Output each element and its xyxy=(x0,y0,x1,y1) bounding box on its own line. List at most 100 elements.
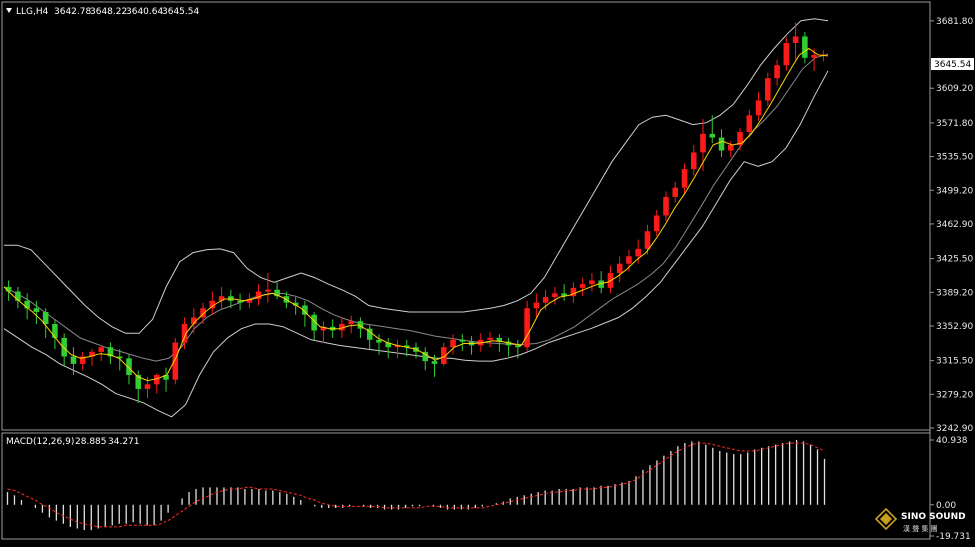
candle xyxy=(24,293,30,320)
candle xyxy=(79,351,86,371)
candle xyxy=(5,280,12,301)
candle-body xyxy=(394,345,401,348)
candle xyxy=(200,302,206,325)
bollinger-upper-line xyxy=(4,18,829,334)
candle-body xyxy=(24,300,30,309)
candle-body xyxy=(524,308,530,348)
candle xyxy=(255,284,262,306)
candle-body xyxy=(487,337,493,340)
candle-body xyxy=(376,339,382,343)
candle-body xyxy=(172,342,179,380)
moving-average-line xyxy=(3,47,829,382)
candle-body xyxy=(163,375,169,380)
moving-average xyxy=(3,47,829,382)
candle-body xyxy=(70,356,77,364)
candle xyxy=(311,311,317,340)
candle-body xyxy=(200,308,206,318)
candle-body xyxy=(653,215,660,232)
candle xyxy=(209,291,216,315)
candle-body xyxy=(515,345,521,348)
candle-body xyxy=(135,375,142,389)
candle-body xyxy=(15,291,21,301)
candle xyxy=(792,22,799,60)
chart-menu-triangle-icon[interactable] xyxy=(6,8,12,13)
candle xyxy=(191,308,197,334)
candle-body xyxy=(274,289,280,297)
candle xyxy=(126,354,132,385)
candle xyxy=(246,293,253,309)
candle-body xyxy=(98,347,104,352)
candle xyxy=(728,141,734,158)
macd-tick-label: 0.00 xyxy=(936,501,956,511)
candle-body xyxy=(107,347,114,357)
candle-body xyxy=(783,42,790,66)
candle xyxy=(783,37,790,71)
candle xyxy=(237,293,243,311)
candle-body xyxy=(552,293,558,298)
candle xyxy=(376,334,382,355)
candle-body xyxy=(209,300,216,309)
candle-body xyxy=(440,347,447,364)
candle xyxy=(718,129,725,158)
candle xyxy=(302,300,308,327)
candle-body xyxy=(700,133,706,153)
macd-tick-label: -19.731 xyxy=(936,532,971,542)
candle-body xyxy=(718,137,725,151)
candle xyxy=(616,256,623,283)
candle xyxy=(107,342,114,364)
candle xyxy=(459,334,466,351)
candle xyxy=(570,282,577,303)
candle xyxy=(61,333,67,366)
price-tick-label: 3462.90 xyxy=(936,220,973,230)
candle-body xyxy=(755,100,762,116)
candle-body xyxy=(153,375,160,385)
candle-body xyxy=(663,196,669,216)
candle-body xyxy=(792,36,799,43)
candle-body xyxy=(348,321,354,325)
price-axis: 3681.80 3609.20 3571.80 3535.50 3499.20 3462.… xyxy=(930,17,973,434)
candle-body xyxy=(450,339,456,348)
candle xyxy=(709,115,716,144)
candle xyxy=(487,332,493,348)
candle xyxy=(172,337,179,385)
candle xyxy=(385,337,392,359)
candle xyxy=(70,347,77,376)
candle-body xyxy=(5,286,12,292)
macd-signal-value: 34.271 xyxy=(108,437,140,447)
macd-signal-path xyxy=(7,442,825,528)
candle xyxy=(774,59,780,86)
candle-body xyxy=(709,133,716,138)
candle-body xyxy=(144,384,151,389)
candle xyxy=(589,273,595,292)
candle-body xyxy=(635,248,641,257)
candle-body xyxy=(339,324,345,331)
candle xyxy=(663,191,669,222)
candle xyxy=(755,92,762,121)
candle xyxy=(579,277,586,297)
candle xyxy=(181,317,188,350)
price-tick-label: 3315.50 xyxy=(936,357,973,367)
price-tick-label: 3352.90 xyxy=(936,322,973,332)
candle-body xyxy=(255,291,262,299)
candle-body xyxy=(811,55,817,58)
candle-body xyxy=(302,305,308,315)
candle xyxy=(357,317,364,338)
candle xyxy=(440,342,447,366)
bollinger-middle-line xyxy=(3,53,829,362)
candle-body xyxy=(626,256,632,264)
candle-body xyxy=(681,169,688,188)
candle xyxy=(422,347,429,371)
candle xyxy=(690,144,697,176)
candle xyxy=(292,297,299,315)
price-tick-label: 3242.90 xyxy=(936,424,973,434)
candle-body xyxy=(265,289,271,292)
candle xyxy=(116,349,123,371)
candle xyxy=(524,300,530,352)
candle-body xyxy=(728,144,734,151)
candle-body xyxy=(218,296,225,301)
candle xyxy=(431,354,438,377)
candle-body xyxy=(690,152,697,170)
candle xyxy=(15,286,21,309)
